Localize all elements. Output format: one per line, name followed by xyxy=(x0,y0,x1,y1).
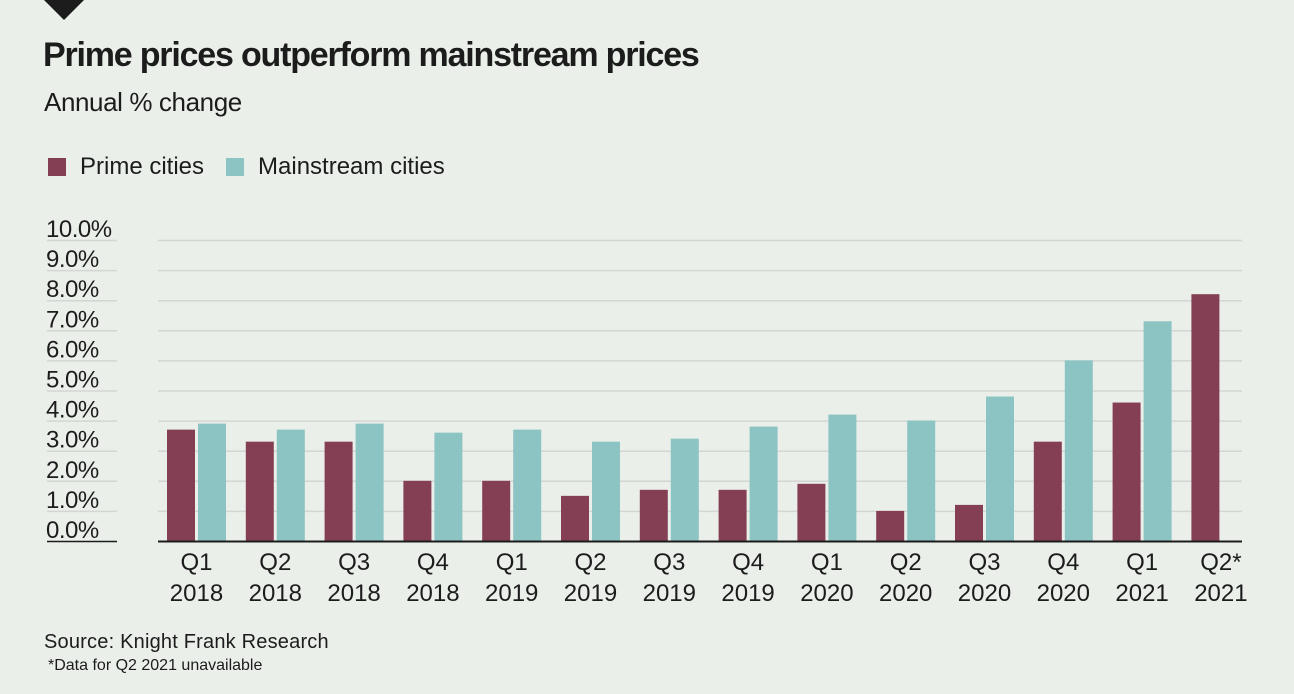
bar-prime xyxy=(324,441,353,541)
y-tick-label: 5.0% xyxy=(46,367,99,394)
x-label-quarter: Q1 xyxy=(811,549,843,576)
y-tick-label: 8.0% xyxy=(46,276,99,303)
bar-mainstream xyxy=(276,429,305,541)
bar-prime xyxy=(245,441,274,541)
bar-prime xyxy=(797,483,826,541)
bar-prime xyxy=(876,510,905,541)
x-label-year: 2019 xyxy=(564,580,617,607)
y-tick-label: 4.0% xyxy=(46,397,99,424)
x-label-quarter: Q1 xyxy=(496,549,528,576)
x-label-quarter: Q1 xyxy=(180,549,212,576)
bar-prime xyxy=(403,480,432,541)
x-label-quarter: Q2 xyxy=(890,549,922,576)
y-tick-label: 2.0% xyxy=(46,457,99,484)
bar-prime xyxy=(561,495,589,541)
x-label-year: 2020 xyxy=(800,580,853,607)
y-tick-label: 1.0% xyxy=(46,487,99,514)
bar-prime xyxy=(955,504,983,541)
chart-subtitle: Annual % change xyxy=(44,87,242,117)
legend-label-mainstream: Mainstream cities xyxy=(258,153,445,180)
legend: Prime cities Mainstream cities xyxy=(48,153,467,181)
bar-mainstream xyxy=(670,438,699,541)
y-tick-label: 7.0% xyxy=(46,306,99,333)
bars xyxy=(158,294,1242,543)
y-axis-ticks: 0.0% 1.0% 2.0% 3.0% 4.0% 5.0% 6.0% 7.0% 8.0% 9.0%… xyxy=(46,216,117,544)
x-label-quarter: Q4 xyxy=(732,549,764,576)
x-label-year: 2018 xyxy=(170,580,223,607)
bar-prime xyxy=(167,429,195,541)
footnote: *Data for Q2 2021 unavailable xyxy=(48,657,263,674)
bar-mainstream xyxy=(355,423,384,541)
x-label-year: 2020 xyxy=(958,580,1011,607)
legend-swatch-mainstream xyxy=(226,158,245,176)
triangle-marker-icon xyxy=(44,0,84,20)
x-label-quarter: Q4 xyxy=(417,549,449,576)
bar-prime xyxy=(1033,441,1062,541)
bar-prime xyxy=(718,489,747,541)
x-label-quarter: Q3 xyxy=(653,549,685,576)
x-label-year: 2019 xyxy=(721,580,774,607)
source-note: Source: Knight Frank Research xyxy=(44,631,329,653)
bar-prime xyxy=(482,480,511,541)
x-label-year: 2021 xyxy=(1194,580,1247,607)
bar-prime xyxy=(639,489,668,541)
y-tick-label: 0.0% xyxy=(46,517,99,544)
x-label-quarter: Q3 xyxy=(968,549,1000,576)
legend-item-prime: Prime cities xyxy=(48,153,204,181)
chart-title: Prime prices outperform mainstream price… xyxy=(43,36,700,74)
bar-mainstream xyxy=(434,432,463,541)
bar-mainstream xyxy=(198,423,226,541)
bar-prime xyxy=(1112,402,1141,541)
x-axis-labels: Q1 2018 Q2 2018 Q3 2018 Q4 2018 Q1 2019 Q2 2019 Q3 20… xyxy=(170,549,1248,607)
bar-mainstream xyxy=(907,420,936,541)
bar-prime xyxy=(1191,294,1220,541)
x-label-year: 2021 xyxy=(1115,580,1168,607)
x-label-quarter: Q2 xyxy=(574,549,606,576)
x-label-quarter: Q2 xyxy=(259,549,291,576)
bar-mainstream xyxy=(1064,360,1093,541)
x-label-quarter: Q1 xyxy=(1126,549,1158,576)
x-label-year: 2018 xyxy=(406,580,459,607)
x-label-quarter: Q2* xyxy=(1200,549,1241,576)
y-tick-label: 6.0% xyxy=(46,336,99,363)
x-label-year: 2019 xyxy=(485,580,538,607)
bar-mainstream xyxy=(828,414,857,541)
y-tick-label: 3.0% xyxy=(46,427,99,454)
x-label-year: 2019 xyxy=(643,580,696,607)
x-label-quarter: Q3 xyxy=(338,549,370,576)
legend-swatch-prime xyxy=(48,158,66,176)
bar-mainstream xyxy=(749,426,778,541)
legend-label-prime: Prime cities xyxy=(80,153,205,180)
bar-mainstream xyxy=(1143,321,1172,541)
bar-mainstream xyxy=(513,429,542,541)
bar-mainstream xyxy=(592,441,620,541)
y-tick-label: 10.0% xyxy=(46,216,112,243)
y-tick-label: 9.0% xyxy=(46,246,99,273)
x-label-year: 2018 xyxy=(327,580,380,607)
x-label-year: 2018 xyxy=(249,580,302,607)
x-label-quarter: Q4 xyxy=(1047,549,1079,576)
x-label-year: 2020 xyxy=(1037,580,1090,607)
bar-mainstream xyxy=(986,396,1014,541)
legend-item-mainstream: Mainstream cities xyxy=(226,153,445,181)
x-label-year: 2020 xyxy=(879,580,932,607)
